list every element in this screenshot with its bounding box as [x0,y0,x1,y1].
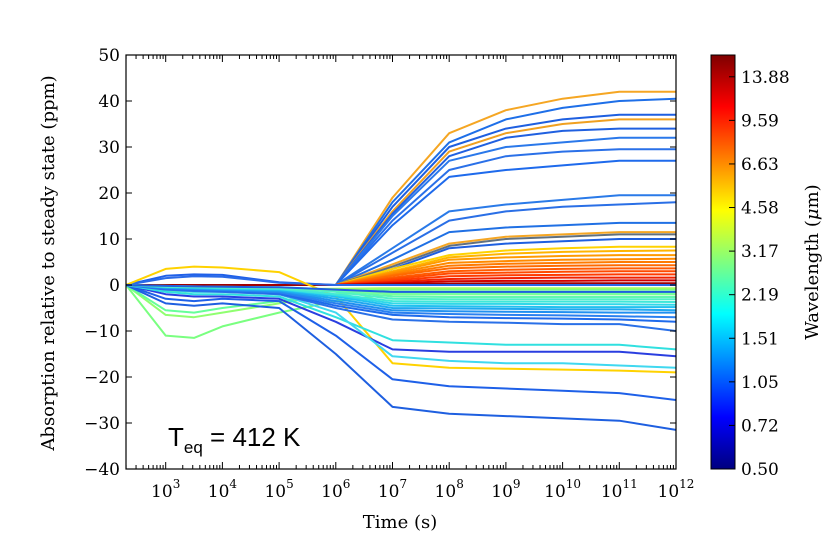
x-tick-label: 108 [435,477,464,502]
colorbar-tick-label: 0.72 [741,416,779,436]
y-tick-label: −20 [84,368,120,388]
colorbar-tick-label: 1.51 [741,329,779,349]
x-tick-label: 105 [264,477,293,502]
colorbar-tick-label: 13.88 [741,68,790,88]
series-line-37 [126,284,676,351]
colorbar-label-prefix: Wavelength ( [802,220,823,340]
x-tick-label: 107 [378,477,407,502]
y-tick-label: 30 [98,138,120,158]
annotation-main: T [168,422,184,452]
y-axis-label: Absorption relative to steady state (ppm… [38,75,59,451]
y-tick-label: −10 [84,322,120,342]
series-group [126,90,676,431]
y-tick-label: 10 [98,230,120,250]
colorbar-label-mu: μ [802,208,823,220]
colorbar [710,54,736,470]
series-line-34 [126,284,676,431]
x-axis: 103 104 105 106 107 108 109 1010 1011 1012 [125,55,695,502]
series-line-50 [126,284,676,293]
y-tick-label: −30 [84,414,120,434]
y-tick-label: 0 [109,276,120,296]
x-tick-label: 109 [491,477,520,502]
y-tick-label: 50 [98,46,120,66]
colorbar-label: Wavelength (μm) [802,184,823,339]
colorbar-ticks: 0.50 0.72 1.05 1.51 2.19 3.17 4.58 6.63 9.59 13.8… [729,68,790,480]
y-tick-label: 40 [98,92,120,112]
colorbar-label-suffix: m) [802,184,823,208]
series-line-28 [126,265,676,374]
colorbar-tick-label: 4.58 [741,199,779,219]
colorbar-tick-label: 1.05 [741,373,779,393]
y-axis: −40 −30 −20 −10 0 10 20 30 40 50 [84,46,676,480]
y-tick-label: −40 [84,460,120,480]
annotation-value: = 412 K [203,422,301,452]
series-line-27 [126,275,676,286]
series-line-35 [126,284,676,401]
plot-frame [125,54,677,470]
colorbar-tick-label: 3.17 [741,242,779,262]
x-tick-label: 103 [151,477,180,502]
colorbar-tick-label: 6.63 [741,155,779,175]
x-tick-label: 104 [208,477,238,502]
colorbar-tick-label: 2.19 [741,286,779,306]
temperature-annotation: Teq = 412 K [168,422,301,457]
x-tick-label: 106 [321,477,350,502]
x-tick-label: 1010 [544,477,581,502]
x-tick-label: 1011 [601,477,638,502]
x-tick-label: 1012 [658,477,695,502]
y-tick-label: 20 [98,184,120,204]
x-axis-label: Time (s) [363,512,438,533]
colorbar-tick-label: 0.50 [741,460,779,480]
colorbar-tick-label: 9.59 [741,111,779,131]
annotation-subscript: eq [184,438,203,457]
series-line-39 [126,284,676,332]
